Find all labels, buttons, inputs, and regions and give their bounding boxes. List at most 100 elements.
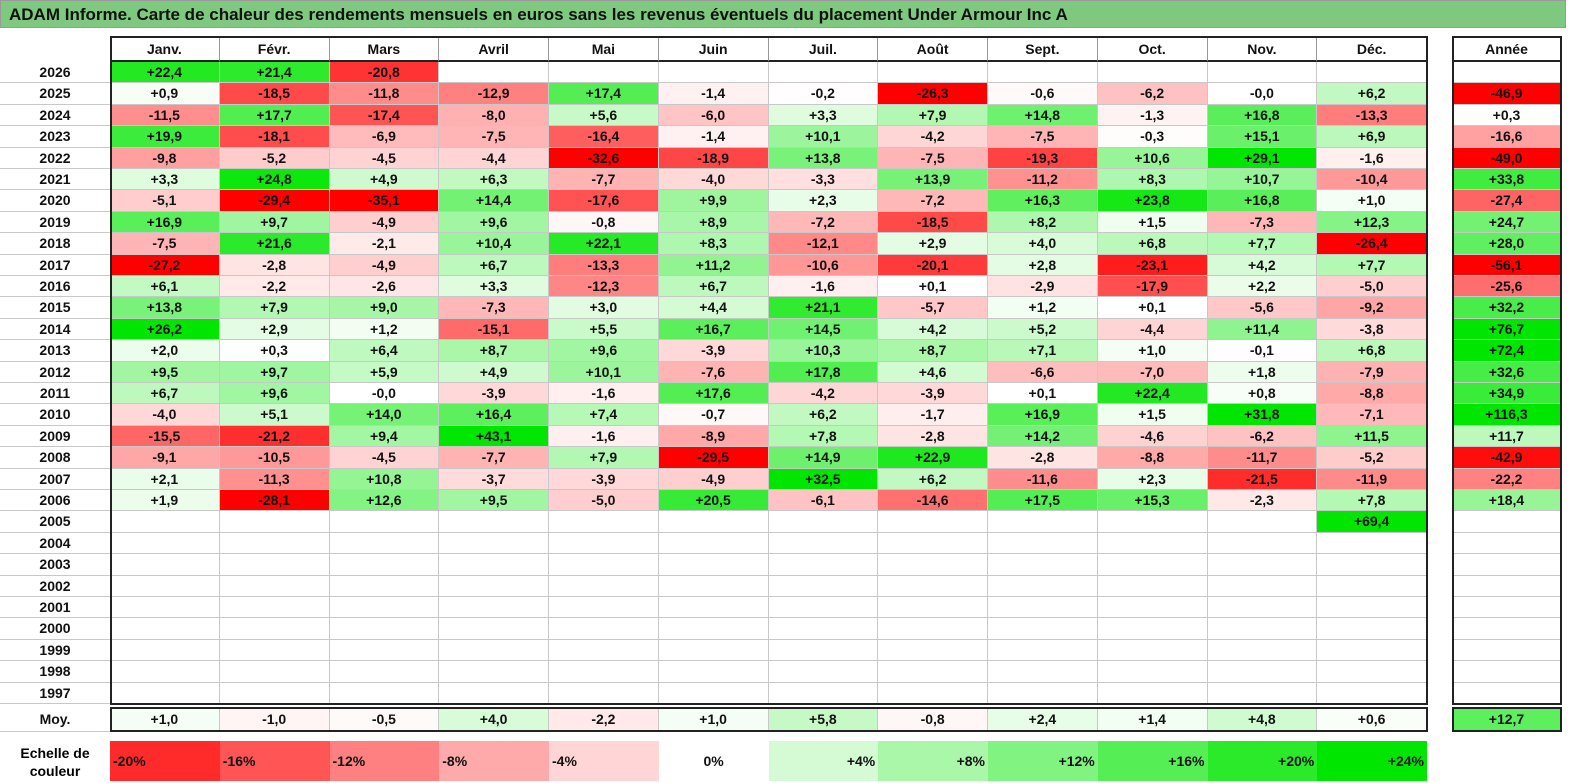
heatmap-cell: +6,7 — [658, 276, 769, 298]
heatmap-cell — [439, 511, 549, 533]
heatmap-cell: -17,4 — [329, 104, 440, 127]
column-header: Déc. — [1317, 36, 1427, 62]
heatmap-cell: -6,1 — [768, 490, 879, 512]
heatmap-cell: -12,1 — [768, 233, 879, 255]
heatmap-cell: -4,9 — [658, 468, 769, 490]
heatmap-cell: -29,4 — [219, 190, 330, 212]
heatmap-cell — [1097, 575, 1208, 597]
year-label: 2004 — [0, 532, 110, 555]
heatmap-cell: +7,1 — [988, 340, 1098, 362]
heatmap-cell: +0,1 — [1097, 297, 1208, 319]
heatmap-cell: -0,7 — [658, 404, 769, 426]
heatmap-cell: -9,2 — [1317, 297, 1427, 319]
column-header: Août — [878, 36, 988, 62]
heatmap-cell — [658, 682, 769, 704]
heatmap-cell: +1,5 — [1097, 211, 1208, 234]
heatmap-cell: -3,9 — [658, 340, 769, 362]
heatmap-cell: -18,5 — [219, 83, 330, 105]
heatmap-cell: +16,4 — [439, 404, 549, 426]
heatmap-cell: +2,3 — [768, 190, 879, 212]
year-label: 2022 — [0, 147, 110, 169]
heatmap-cell: +4,6 — [878, 361, 988, 383]
average-cell: +1,4 — [1097, 707, 1208, 732]
annual-column-header: Année — [1452, 36, 1562, 62]
column-header: Mars — [329, 36, 440, 62]
annual-cell — [1452, 62, 1562, 84]
annual-cell — [1452, 618, 1562, 640]
annual-cell: +116,3 — [1452, 404, 1562, 426]
heatmap-cell — [549, 639, 659, 662]
heatmap-cell: +16,8 — [1207, 104, 1318, 127]
heatmap-cell: -4,2 — [878, 126, 988, 148]
year-label: 2001 — [0, 597, 110, 619]
heatmap-cell: +1,5 — [1097, 404, 1208, 426]
heatmap-cell: -4,4 — [1097, 318, 1208, 341]
heatmap-cell: +2,9 — [878, 233, 988, 255]
heatmap-cell: -20,8 — [329, 62, 440, 84]
heatmap-cell — [110, 554, 220, 576]
heatmap-cell — [988, 597, 1098, 619]
heatmap-cell — [439, 682, 549, 704]
heatmap-cell — [549, 62, 659, 84]
heatmap-cell: -4,6 — [1097, 425, 1208, 448]
year-label: 2019 — [0, 211, 110, 234]
heatmap-cell — [988, 62, 1098, 84]
heatmap-cell: +6,7 — [439, 254, 549, 276]
heatmap-cell: -1,6 — [549, 425, 659, 448]
heatmap-cell — [1097, 661, 1208, 683]
heatmap-cell: +8,7 — [439, 340, 549, 362]
heatmap-cell — [439, 597, 549, 619]
heatmap-cell — [1207, 661, 1318, 683]
heatmap-cell — [878, 661, 988, 683]
heatmap-cell — [110, 597, 220, 619]
heatmap-cell: -5,2 — [219, 147, 330, 169]
heatmap-cell: -16,4 — [549, 126, 659, 148]
heatmap-cell — [439, 575, 549, 597]
annual-cell: +18,4 — [1452, 490, 1562, 512]
heatmap-cell: +11,2 — [658, 254, 769, 276]
heatmap-cell: -4,9 — [329, 211, 440, 234]
heatmap-cell — [329, 639, 440, 662]
heatmap-cell: +14,4 — [439, 190, 549, 212]
heatmap-cell — [1317, 597, 1427, 619]
heatmap-cell — [658, 554, 769, 576]
heatmap-cell: -0,0 — [1207, 83, 1318, 105]
heatmap-cell — [219, 554, 330, 576]
heatmap-cell: +24,8 — [219, 169, 330, 191]
heatmap-cell — [878, 554, 988, 576]
heatmap-cell — [988, 661, 1098, 683]
heatmap-cell — [329, 575, 440, 597]
heatmap-cell: +8,3 — [658, 233, 769, 255]
annual-cell: -22,2 — [1452, 468, 1562, 490]
heatmap-cell: +14,2 — [988, 425, 1098, 448]
heatmap-cell — [329, 661, 440, 683]
average-label: Moy. — [0, 707, 110, 732]
annual-cell: +72,4 — [1452, 340, 1562, 362]
heatmap-cell: +7,9 — [878, 104, 988, 127]
heatmap-cell: -14,6 — [878, 490, 988, 512]
year-label: 2025 — [0, 83, 110, 105]
heatmap-cell — [219, 511, 330, 533]
heatmap-cell: +1,9 — [110, 490, 220, 512]
annual-cell: +32,2 — [1452, 297, 1562, 319]
heatmap-cell — [988, 532, 1098, 555]
heatmap-cell: +4,9 — [329, 169, 440, 191]
heatmap-cell: +13,9 — [878, 169, 988, 191]
heatmap-cell — [658, 62, 769, 84]
year-label: 2018 — [0, 233, 110, 255]
heatmap-cell — [768, 511, 879, 533]
heatmap-cell: -11,6 — [988, 468, 1098, 490]
heatmap-cell — [1207, 511, 1318, 533]
heatmap-cell — [1207, 618, 1318, 640]
heatmap-cell — [768, 62, 879, 84]
heatmap-cell — [1097, 618, 1208, 640]
heatmap-cell: +12,3 — [1317, 211, 1427, 234]
annual-cell — [1452, 661, 1562, 683]
heatmap-cell: -3,7 — [439, 468, 549, 490]
heatmap-cell: +4,2 — [878, 318, 988, 341]
year-label: 2016 — [0, 276, 110, 298]
average-cell: +4,8 — [1207, 707, 1318, 732]
heatmap-cell: -5,1 — [110, 190, 220, 212]
heatmap-cell — [219, 661, 330, 683]
scale-swatch: 0% — [658, 741, 769, 781]
